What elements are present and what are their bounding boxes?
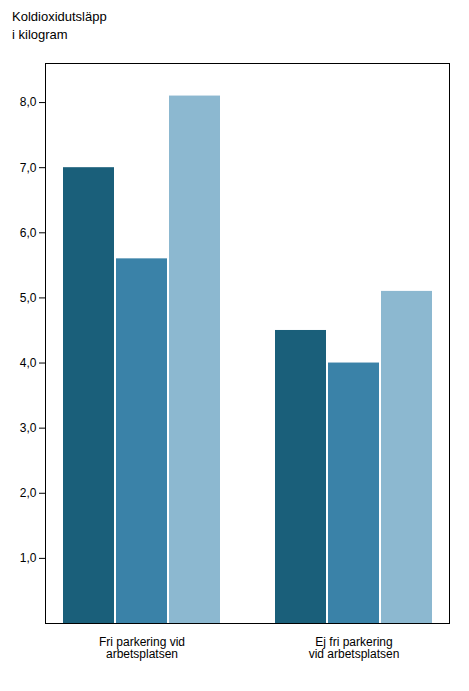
svg-text:1,0: 1,0 [20, 552, 37, 566]
svg-text:8,0: 8,0 [20, 96, 37, 110]
svg-text:Fri parkering vidarbetsplatsen: Fri parkering vidarbetsplatsen [99, 635, 185, 661]
svg-text:3,0: 3,0 [20, 421, 37, 435]
svg-text:2,0: 2,0 [20, 486, 37, 500]
html-text:Koldioxidutsläpp i kilogram: Koldioxidutsläpp i kilogram [12, 9, 107, 43]
svg-text:5,0: 5,0 [20, 291, 37, 305]
svg-text:6,0: 6,0 [20, 226, 37, 240]
svg-text:7,0: 7,0 [20, 161, 37, 175]
svg-text:4,0: 4,0 [20, 356, 37, 370]
svg-text:Ej fri parkeringvid arbetsplat: Ej fri parkeringvid arbetsplatsen [309, 635, 400, 661]
